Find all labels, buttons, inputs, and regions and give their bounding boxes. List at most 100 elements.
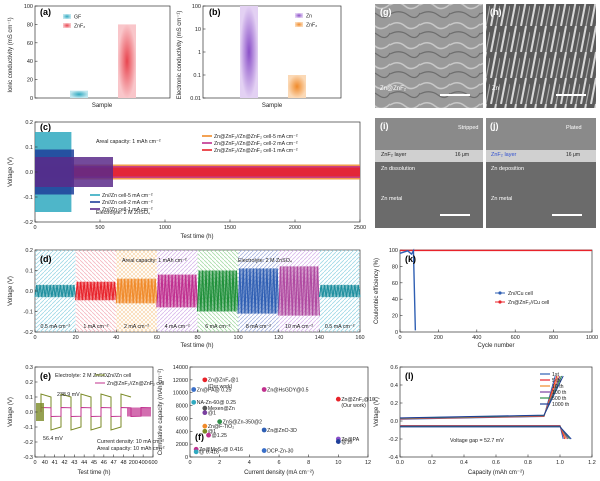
panel-l-xtick-label: 0.0: [396, 460, 404, 466]
panel-e-initial-band: [36, 403, 44, 421]
panel-f-point: [335, 396, 341, 402]
panel-f-point-label: ZnS@Zn-350@2: [223, 419, 262, 425]
panel-d-ytick-label: -0.2: [24, 330, 33, 336]
panel-i: (i) Stripped ZnF₂ layer 16 μm Zn dissolu…: [375, 118, 483, 228]
panel-label-i: (i): [380, 121, 389, 131]
panel-e-xtick-label: 47: [111, 460, 117, 466]
panel-f-point: [261, 387, 267, 392]
panel-k-plot: [399, 248, 592, 331]
legend-gf: GF: [74, 15, 81, 21]
panel-d-segment-label: 0.5 mA cm⁻²: [41, 324, 71, 330]
panel-e-xtick-label: 44: [81, 460, 87, 466]
panel-c-ytick-label: 0.1: [25, 145, 33, 151]
panel-l-xlabel: Capacity (mAh cm⁻²): [468, 470, 524, 476]
panel-f-point: [202, 377, 208, 383]
panel-l-plot: [399, 375, 572, 440]
panel-d-ticks: -0.2 -0.1 0.0 0.1 0.2 0 20 40 60 80 100 120 140 160: [24, 248, 365, 341]
panel-label-a: (a): [40, 7, 51, 17]
panel-b: (b) 0.01 0.1 1 10 100 Electronic conductivit…: [177, 4, 342, 109]
panel-f-point-label: Zn@ZnF₂@10: [341, 397, 375, 403]
panel-a-ytick-label: 60: [27, 41, 33, 47]
sem-caption-g: Zn@ZnF₂: [380, 86, 407, 92]
panel-f-point: [202, 423, 208, 429]
panel-l-ytick-label: -0.4: [389, 455, 398, 461]
panel-k-xtick-label: 400: [472, 335, 481, 341]
panel-f-plot: Zn@ZnF₂@1(Our work)Zn@PA@ 0.25NA-Zn-60@ …: [191, 377, 375, 456]
panel-a-ylabel: Ionic conductivity (mS cm⁻¹): [8, 17, 14, 92]
panel-a-ytick-label: 80: [27, 22, 33, 28]
panel-c-xtick-label: 0: [33, 225, 36, 231]
panel-d-ytick-label: 0.0: [25, 289, 33, 295]
panel-f-point: [191, 387, 197, 392]
sem-i-base: Zn metal: [381, 196, 402, 202]
panel-d-band: [320, 284, 359, 298]
panel-k-ytick-label: 40: [392, 297, 398, 303]
panel-c-legend-label: Zn//Zn cell-2 mA cm⁻²: [102, 200, 153, 206]
panel-e-tail-band: [127, 407, 151, 417]
legend-swatch-znf2-b: [295, 22, 303, 27]
panel-h: (h) Zn: [486, 4, 596, 108]
panel-a-ytick-label: 0: [30, 96, 33, 102]
legend-marker-zncu: [498, 291, 502, 295]
panel-c-legend-label: Zn@ZnF₂//Zn@ZnF₂ cell-5 mA cm⁻²: [214, 134, 298, 140]
panel-d-segment-label: 2 mA cm⁻²: [124, 324, 149, 330]
panel-b-ytick-label: 1: [198, 50, 201, 56]
legend-znzn: Zn//Zn cell: [107, 373, 131, 379]
panel-d-band: [36, 284, 75, 298]
panel-e-annotation-238: 238.9 mV: [57, 392, 80, 398]
panel-d-ylabel: Voltage (V): [8, 276, 14, 306]
sem-image-g: [375, 4, 483, 108]
panel-f-xtick-label: 2: [218, 460, 221, 466]
panel-e-xlabel: Test time (h): [77, 470, 110, 476]
panel-f-point-label: @1.25: [212, 433, 227, 439]
panel-c-xtick-label: 2500: [354, 225, 366, 231]
panel-label-g: (g): [380, 7, 392, 17]
panel-e-xtick-label: 200: [129, 460, 138, 466]
panel-a-frame: [34, 5, 171, 99]
panel-l-charge: [399, 375, 559, 420]
panel-l-xtick-label: 0.6: [492, 460, 500, 466]
panel-e-ytick-label: -0.3: [24, 455, 33, 461]
panel-f-point-label: Zn@F-TiO₂: [208, 424, 234, 430]
sem-i-metal: [375, 162, 483, 228]
panel-e-xtick-label: 42: [61, 460, 67, 466]
panel-e: -0.3 -0.2 -0.1 0.0 0.1 0.2 0.3 0 40 41 42 43 44 45 46 4…: [8, 365, 165, 476]
panel-c-legend: Zn@ZnF₂//Zn@ZnF₂ cell-5 mA cm⁻²Zn@ZnF₂//…: [90, 134, 298, 213]
panel-e-xtick-label: 48: [120, 460, 126, 466]
bar-znf2: [118, 24, 136, 98]
panel-k-ytick-label: 80: [392, 264, 398, 270]
sem-i-thickness: 16 μm: [455, 152, 469, 158]
panel-c-legend-label: Zn//Zn cell-1 mA cm⁻²: [102, 207, 153, 213]
panel-f-point-note: (Our work): [341, 403, 366, 409]
panel-f-point-label: Zn@ZnF₂@1: [208, 378, 239, 384]
panel-d-xtick-label: 80: [194, 335, 200, 341]
sem-caption-h: Zn: [492, 86, 499, 92]
sem-j-metal: [486, 162, 596, 228]
legend-zncu: Zn//Cu cell: [508, 291, 533, 297]
panel-f-point-label: Mexen@Zn: [208, 406, 235, 412]
panel-d-segment-label: 6 mA cm⁻²: [205, 324, 230, 330]
panel-c-legend-label: Zn@ZnF₂//Zn@ZnF₂ cell-2 mA cm⁻²: [214, 141, 298, 147]
sem-i-title: Stripped: [458, 125, 479, 131]
panel-e-plot: [36, 393, 152, 431]
panel-f-ytick-label: 10000: [173, 391, 188, 397]
legend-znf2cu: Zn@ZnF₂//Cu cell: [508, 300, 549, 306]
sem-i-layer: [375, 150, 483, 162]
panel-f-point: [202, 405, 208, 411]
panel-c-xlabel: Test time (h): [180, 234, 213, 240]
panel-d-ytick-label: -0.1: [24, 310, 33, 316]
panel-f-point: [261, 448, 267, 453]
panel-c-annotation-capacity: Areal capacity: 1 mAh cm⁻²: [96, 139, 161, 145]
panel-d-ytick-label: 0.1: [25, 269, 33, 275]
panel-d: 0.5 mA cm⁻² 1 mA cm⁻² 2 mA cm⁻² 4 mA cm⁻² 6 …: [8, 248, 365, 349]
panel-d-band: [157, 274, 197, 308]
panel-d-xtick-label: 120: [274, 335, 283, 341]
panel-f-ytick-label: 8000: [176, 404, 188, 410]
panel-b-ytick-label: 0.1: [193, 73, 201, 79]
panel-l-xtick-label: 1.0: [556, 460, 564, 466]
panel-f-xtick-label: 6: [277, 460, 280, 466]
panel-d-band: [117, 278, 156, 304]
panel-f-xtick-label: 12: [365, 460, 371, 466]
